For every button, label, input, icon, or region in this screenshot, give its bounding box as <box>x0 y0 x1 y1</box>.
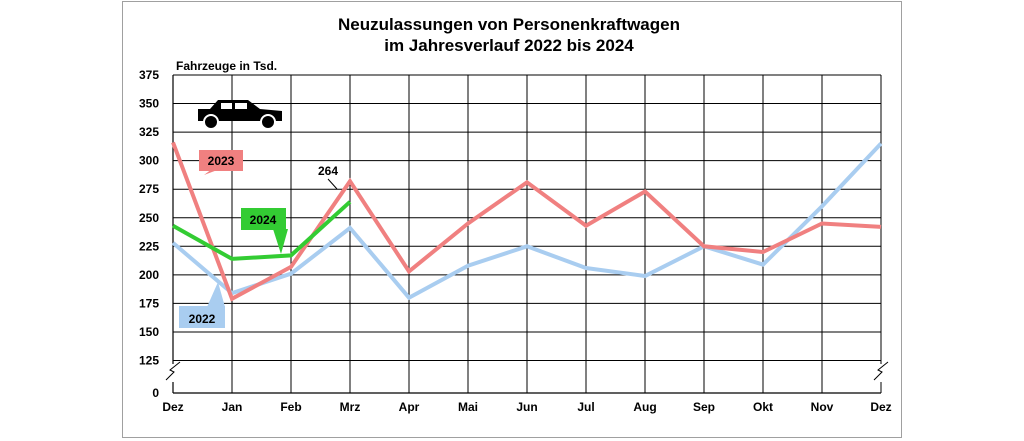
line-chart: Neuzulassungen von Personenkraftwagen im… <box>139 15 892 414</box>
y-tick-label: 275 <box>139 182 159 196</box>
axis-break-mark <box>165 361 181 381</box>
series-line-2023 <box>171 141 882 302</box>
y-tick-label: 125 <box>139 354 159 368</box>
series-line-2022 <box>171 142 883 301</box>
axis-ticks: 0 125 150 175 200 225 250 275 300 325 350 375 Dez Jan… <box>139 68 892 414</box>
x-tick-label: Jul <box>577 400 594 414</box>
x-tick-label: Aug <box>633 400 656 414</box>
series-label-2024-text: 2024 <box>250 213 277 227</box>
series-label-2024: 2024 <box>241 208 288 254</box>
y-tick-label: 350 <box>139 97 159 111</box>
series-label-2023: 2023 <box>199 150 243 175</box>
x-tick-label: Okt <box>753 400 773 414</box>
y-tick-label: 150 <box>139 325 159 339</box>
x-tick-label: Mai <box>458 400 478 414</box>
x-tick-label: Apr <box>399 400 420 414</box>
y-tick-label: 175 <box>139 296 159 310</box>
x-tick-label: Feb <box>280 400 301 414</box>
y-tick-label: 300 <box>139 154 159 168</box>
chart-frame: Neuzulassungen von Personenkraftwagen im… <box>122 1 902 438</box>
y-tick-label: 225 <box>139 239 159 253</box>
axis-break-mark <box>873 361 889 381</box>
y-tick-label: 0 <box>152 386 159 400</box>
x-tick-label: Nov <box>811 400 834 414</box>
x-tick-label: Dez <box>162 400 183 414</box>
annotation-264-text: 264 <box>318 164 338 178</box>
annotation-264: 264 <box>318 164 338 190</box>
series-label-2022-text: 2022 <box>189 312 216 326</box>
x-tick-label: Sep <box>693 400 715 414</box>
car-icon <box>198 100 282 130</box>
series-label-2023-text: 2023 <box>208 154 235 168</box>
x-tick-label: Dez <box>870 400 891 414</box>
y-tick-label: 200 <box>139 268 159 282</box>
series-line-2024 <box>172 200 352 261</box>
chart-title-line-1: Neuzulassungen von Personenkraftwagen <box>338 15 680 34</box>
chart-title-line-2: im Jahresverlauf 2022 bis 2024 <box>384 36 634 55</box>
series-layer <box>171 141 883 302</box>
x-tick-label: Jan <box>222 400 243 414</box>
x-tick-label: Mrz <box>340 400 361 414</box>
y-tick-label: 375 <box>139 68 159 82</box>
grid <box>165 74 889 394</box>
x-tick-label: Jun <box>516 400 537 414</box>
y-axis-unit-label: Fahrzeuge in Tsd. <box>176 59 277 73</box>
y-tick-label: 325 <box>139 125 159 139</box>
y-tick-label: 250 <box>139 211 159 225</box>
series-label-2022: 2022 <box>179 282 225 328</box>
